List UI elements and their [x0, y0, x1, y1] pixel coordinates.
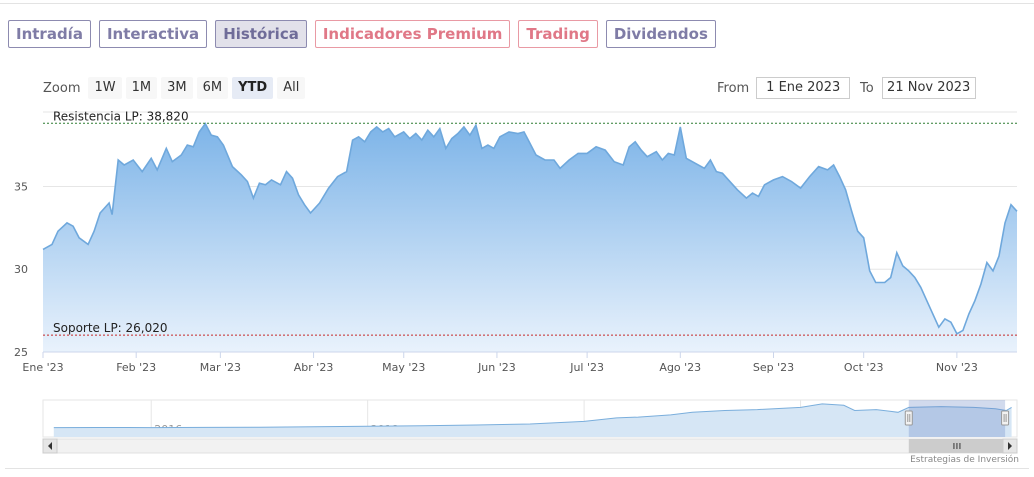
support-label: Soporte LP: 26,020 — [53, 321, 168, 335]
date-to-label: To — [860, 80, 874, 96]
x-tick-label: Ene '23 — [22, 361, 63, 374]
x-tick-label: Jun '23 — [477, 361, 516, 374]
zoom-3m-button[interactable]: 3M — [161, 77, 193, 99]
zoom-selector: Zoom 1W 1M 3M 6M YTD All — [43, 77, 306, 99]
arrow-right-icon — [1008, 442, 1012, 450]
y-tick-label: 25 — [14, 346, 28, 359]
price-line — [42, 122, 1018, 335]
zoom-1m-button[interactable]: 1M — [125, 77, 158, 99]
zoom-ytd-button[interactable]: YTD — [232, 77, 274, 99]
price-area — [43, 123, 1017, 352]
tab-intradia[interactable]: Intradía — [8, 20, 91, 48]
tab-historica[interactable]: Histórica — [215, 20, 307, 48]
date-from-group: From 1 Ene 2023 — [717, 77, 851, 99]
arrow-left-icon — [48, 442, 52, 450]
x-tick-label: Sep '23 — [753, 361, 794, 374]
x-tick-label: Abr '23 — [294, 361, 334, 374]
date-to-input[interactable]: 21 Nov 2023 — [881, 77, 976, 99]
zoom-label: Zoom — [43, 80, 81, 96]
zoom-6m-button[interactable]: 6M — [196, 77, 229, 99]
date-from-input[interactable]: 1 Ene 2023 — [756, 77, 851, 99]
navigator-area — [53, 403, 1012, 437]
tab-interactiva[interactable]: Interactiva — [98, 20, 208, 48]
tab-trading[interactable]: Trading — [518, 20, 598, 48]
credits-text: Estrategias de Inversión — [910, 455, 1019, 465]
zoom-all-button[interactable]: All — [277, 77, 306, 99]
x-tick-label: Feb '23 — [116, 361, 156, 374]
x-tick-label: Nov '23 — [936, 361, 978, 374]
top-divider — [0, 3, 1034, 4]
navigator-selection[interactable] — [908, 400, 1006, 437]
y-tick-label: 30 — [14, 263, 28, 276]
resistance-label: Resistencia LP: 38,820 — [53, 109, 189, 123]
x-tick-label: May '23 — [382, 361, 425, 374]
zoom-1w-button[interactable]: 1W — [88, 77, 122, 99]
date-from-label: From — [717, 80, 750, 96]
tab-bar: Intradía Interactiva Histórica Indicador… — [8, 20, 716, 48]
navigator[interactable]: 2016201820202022 — [0, 395, 1034, 455]
x-tick-label: Ago '23 — [659, 361, 701, 374]
navigator-handle-right[interactable] — [1001, 410, 1010, 426]
scrollbar-track[interactable] — [42, 438, 1018, 454]
bottom-divider — [5, 468, 1029, 469]
tab-indicadores-premium[interactable]: Indicadores Premium — [314, 20, 511, 48]
tab-dividendos[interactable]: Dividendos — [605, 20, 716, 48]
x-tick-label: Oct '23 — [844, 361, 884, 374]
navigator-handle-left[interactable] — [904, 410, 913, 426]
price-chart[interactable]: 25 30 35 Ene '23 Feb '23 Mar '23 Abr '23 May '2… — [0, 100, 1034, 390]
date-to-group: To 21 Nov 2023 — [860, 77, 976, 99]
x-tick-label: Jul '23 — [569, 361, 604, 374]
navigator-line — [53, 403, 1012, 429]
y-tick-label: 35 — [14, 180, 28, 193]
x-tick-label: Mar '23 — [200, 361, 241, 374]
